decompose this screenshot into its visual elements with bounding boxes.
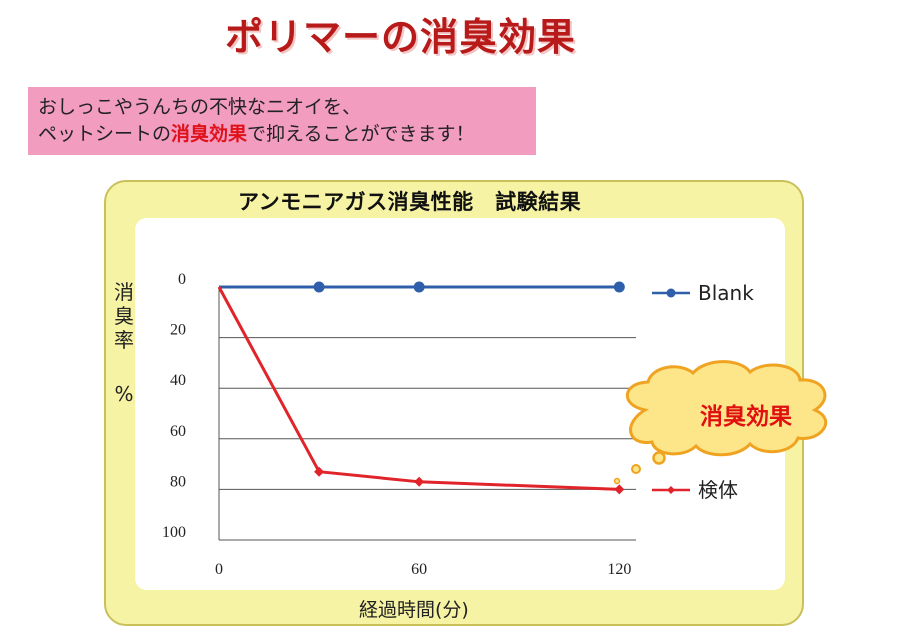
series-line-1 (217, 286, 620, 491)
cloud-shape (625, 360, 828, 457)
data-point-0-3 (613, 281, 625, 293)
y-tick-label-0: 0 (178, 271, 186, 288)
gridlines (218, 287, 636, 541)
chart-title: アンモニアガス消臭性能 試験結果 (238, 190, 582, 214)
cloud-bubble-small (613, 477, 621, 485)
cloud-bubble-large (652, 451, 666, 465)
intro-line-2-pre: ペットシートの (38, 123, 172, 145)
legend: Blank 検体 (652, 281, 754, 502)
x-tick-label-120: 120 (607, 561, 631, 578)
legend-label-1: 検体 (698, 478, 738, 502)
intro-line-1: おしっこやうんちの不快なニオイを、 (38, 96, 362, 118)
y-axis-label-text: 消臭率 (114, 280, 134, 352)
intro-highlight: 消臭効果 (171, 123, 248, 145)
page-title: ポリマーの消臭効果 (225, 15, 577, 59)
legend-label-0: Blank (698, 281, 754, 305)
intro-line-2-post: で抑えることができます！ (247, 123, 475, 145)
x-tick-label-0: 0 (215, 561, 223, 578)
x-tick-label-60: 60 (411, 561, 427, 578)
data-point-1-2 (414, 476, 425, 487)
y-axis-unit: % (114, 382, 134, 406)
legend-marker-1 (667, 486, 675, 494)
intro-banner: おしっこやうんちの不快なニオイを、 ペットシートの消臭効果で抑えることができます… (28, 87, 536, 155)
y-tick-label-20: 20 (170, 322, 186, 339)
intro-line-2: ペットシートの消臭効果で抑えることができます！ (38, 121, 526, 148)
legend-marker-0 (666, 288, 676, 298)
tick-labels: 0 20 40 60 80 100 0 60 120 (162, 271, 631, 578)
y-axis-label: 消臭率 % (111, 280, 137, 406)
y-tick-label-60: 60 (170, 423, 186, 440)
callout-cloud: 消臭効果 (613, 360, 828, 485)
data-point-0-1 (313, 281, 325, 293)
y-tick-label-80: 80 (170, 473, 186, 490)
y-tick-label-100: 100 (162, 524, 186, 541)
cloud-bubble-medium (631, 464, 641, 474)
data-point-1-3 (614, 484, 625, 495)
data-point-0-2 (413, 281, 425, 293)
callout-text: 消臭効果 (700, 403, 792, 430)
x-axis-label: 経過時間(分) (359, 599, 469, 621)
series-lines (217, 281, 625, 495)
data-point-1-1 (314, 466, 325, 477)
y-tick-label-40: 40 (170, 372, 186, 389)
